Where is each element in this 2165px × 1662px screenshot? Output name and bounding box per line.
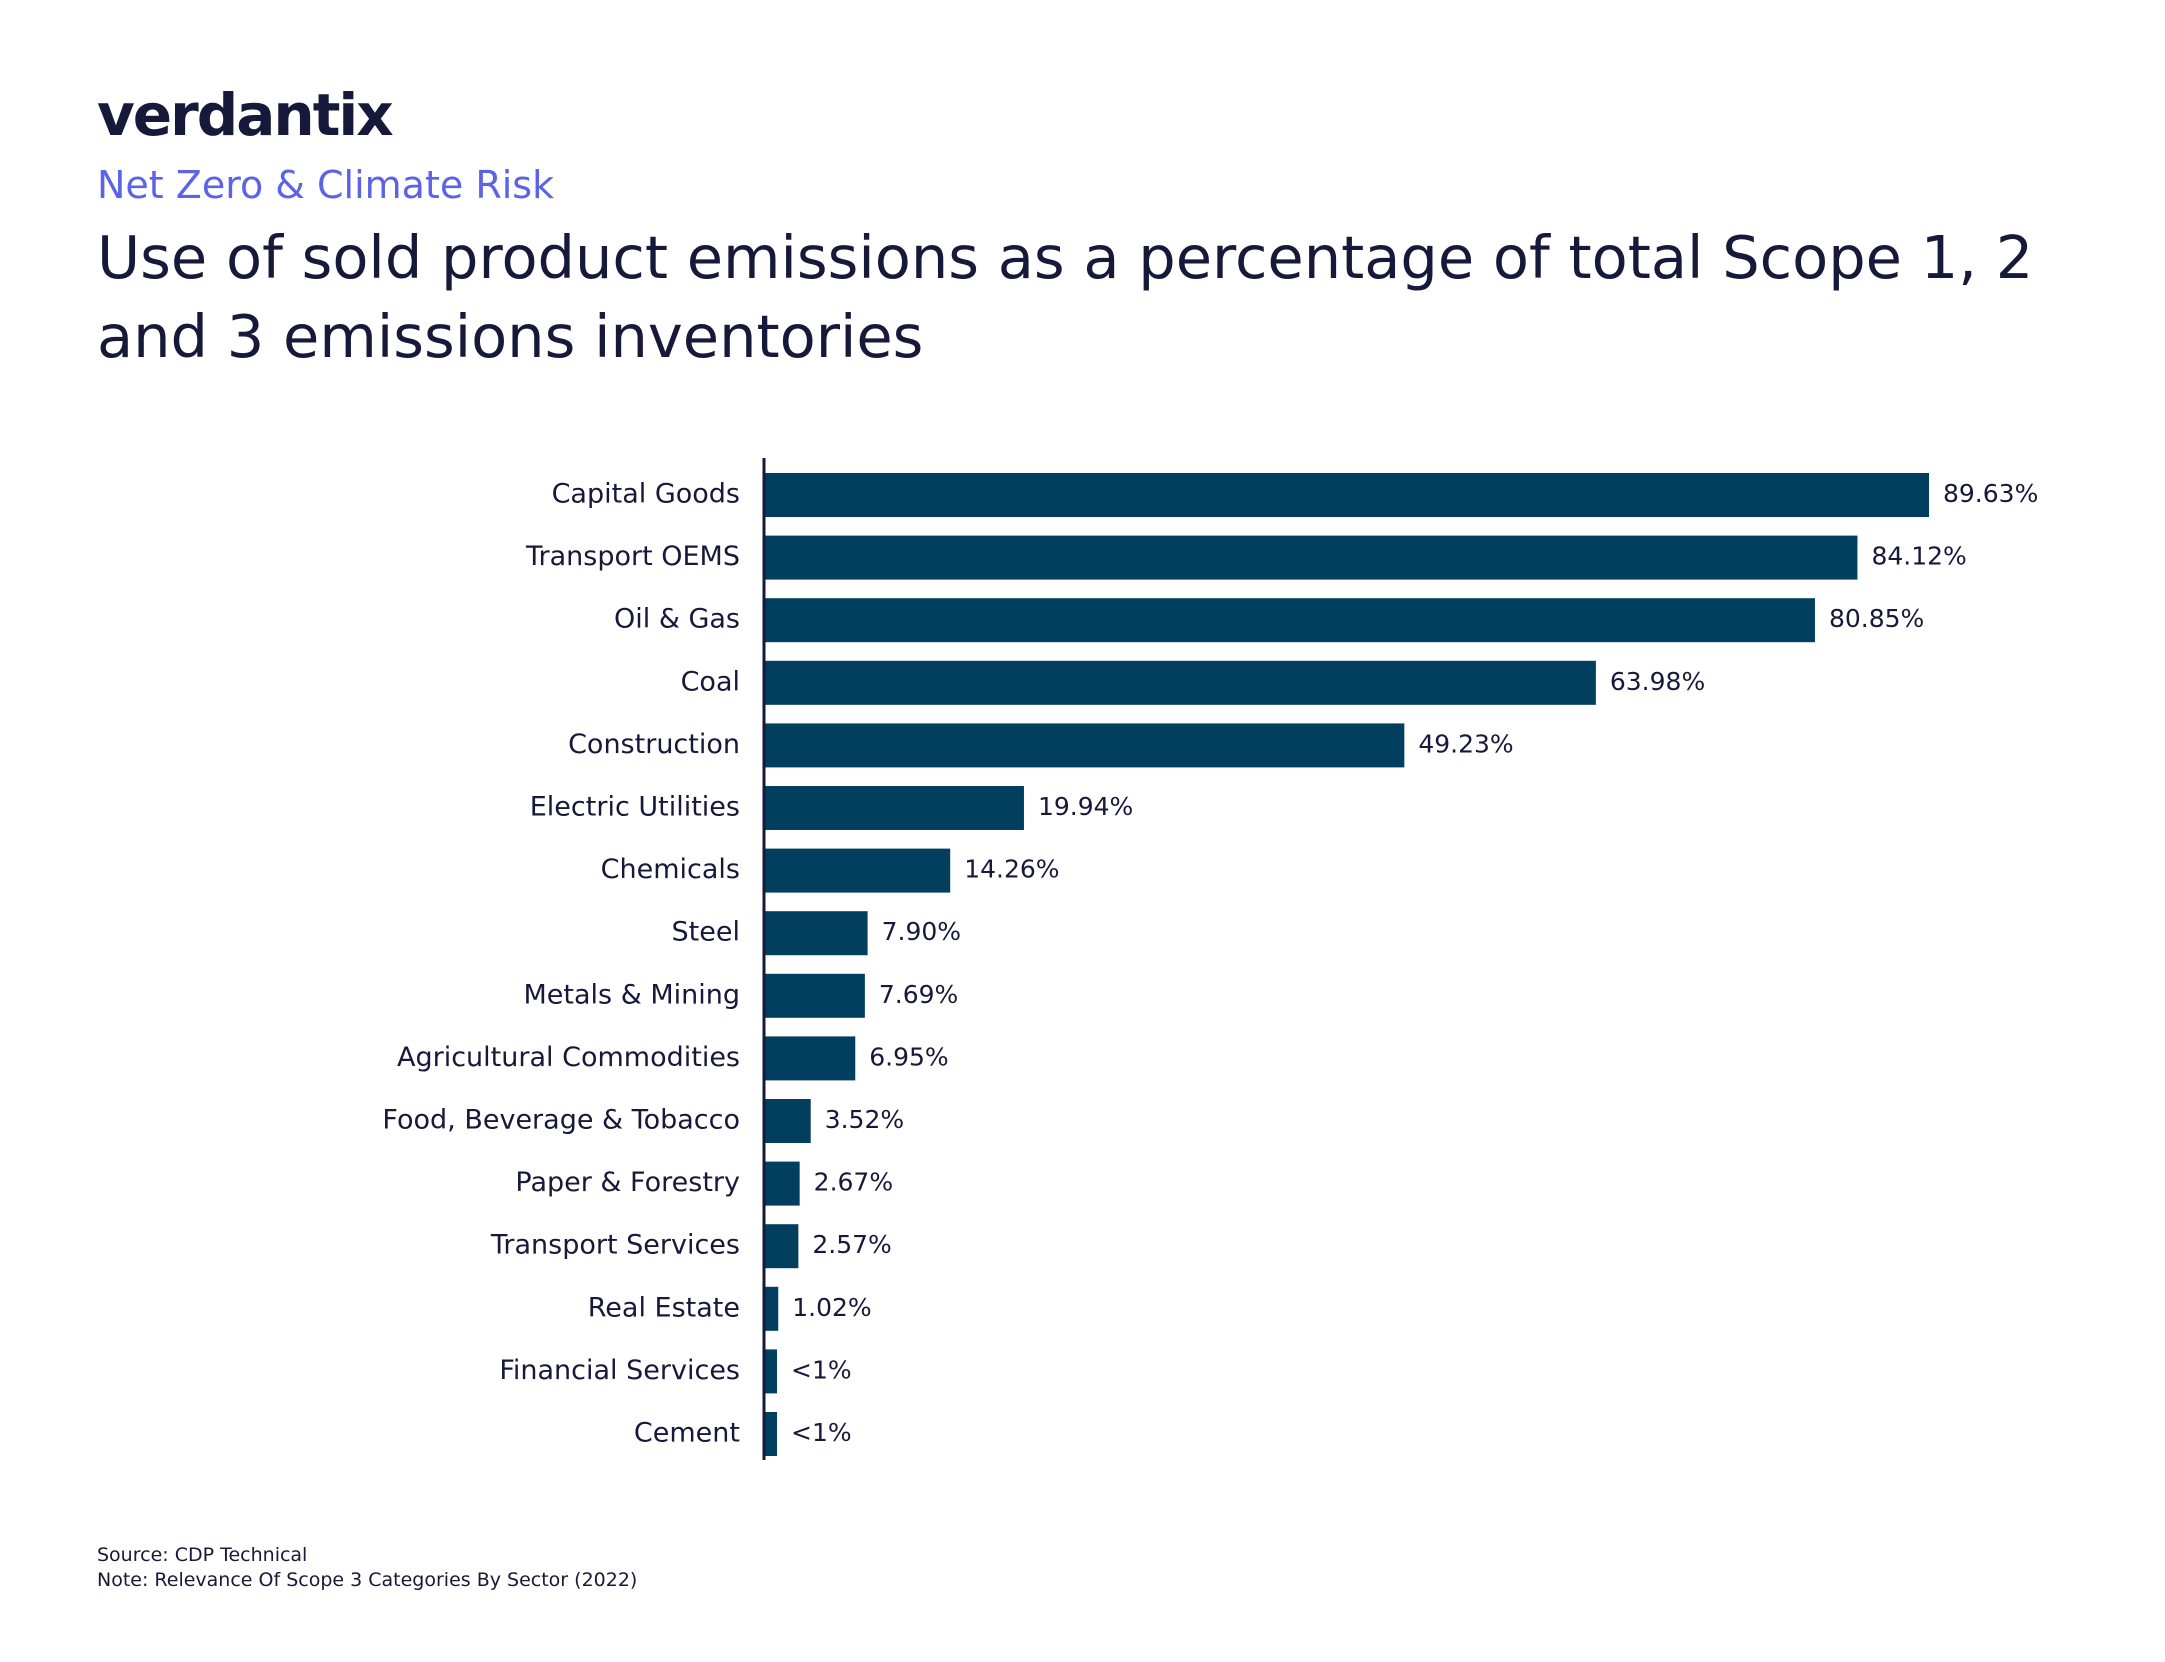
category-label: Paper & Forestry bbox=[515, 1167, 740, 1198]
category-label: Transport OEMS bbox=[525, 541, 740, 572]
category-label: Chemicals bbox=[601, 854, 740, 885]
chart-title: Use of sold product emissions as a perce… bbox=[97, 223, 2034, 371]
data-label: 2.67% bbox=[814, 1168, 893, 1197]
data-label: 7.90% bbox=[882, 917, 961, 946]
bars bbox=[765, 473, 1929, 1456]
bar bbox=[765, 1412, 777, 1456]
bar bbox=[765, 1099, 811, 1143]
bar bbox=[765, 1036, 856, 1081]
category-label: Food, Beverage & Tobacco bbox=[382, 1105, 740, 1136]
category-label: Electric Utilities bbox=[530, 792, 740, 823]
bar-chart: Capital Goods Transport OEMS Oil & Gas Coal… bbox=[382, 458, 2038, 1460]
brand-logo: verdantix bbox=[97, 81, 394, 149]
category-label: Cement bbox=[634, 1418, 740, 1449]
data-label: <1% bbox=[791, 1418, 852, 1447]
data-label: 2.57% bbox=[812, 1230, 891, 1259]
category-label: Financial Services bbox=[499, 1355, 740, 1386]
data-label: 84.12% bbox=[1871, 542, 1966, 571]
category-label: Oil & Gas bbox=[614, 604, 740, 635]
bar bbox=[765, 660, 1596, 705]
source-note: Source: CDP Technical bbox=[97, 1544, 308, 1566]
category-label: Real Estate bbox=[588, 1292, 740, 1323]
category-label: Agricultural Commodities bbox=[397, 1042, 740, 1073]
bar bbox=[765, 598, 1815, 643]
report-subtitle: Net Zero & Climate Risk bbox=[97, 163, 555, 207]
data-label: 7.69% bbox=[879, 980, 958, 1009]
category-label: Capital Goods bbox=[552, 479, 740, 510]
data-label: 49.23% bbox=[1418, 729, 1513, 758]
data-label: 3.52% bbox=[825, 1105, 904, 1134]
category-label: Metals & Mining bbox=[524, 979, 741, 1010]
category-label: Construction bbox=[568, 729, 740, 760]
bar bbox=[765, 911, 868, 956]
category-label: Coal bbox=[681, 666, 740, 697]
data-label: 14.26% bbox=[964, 855, 1059, 884]
data-label: 1.02% bbox=[792, 1293, 871, 1322]
bar bbox=[765, 473, 1929, 517]
bar bbox=[765, 535, 1858, 580]
data-labels: 89.63% 84.12% 80.85% 63.98% 49.23% 19.94% 14.2… bbox=[791, 479, 2038, 1447]
data-label: 6.95% bbox=[869, 1042, 948, 1071]
footnote: Note: Relevance Of Scope 3 Categories By… bbox=[97, 1569, 638, 1591]
category-labels: Capital Goods Transport OEMS Oil & Gas Coal… bbox=[382, 479, 740, 1449]
bar bbox=[765, 786, 1024, 830]
data-label: 80.85% bbox=[1829, 604, 1924, 633]
category-label: Steel bbox=[672, 917, 740, 948]
data-label: 89.63% bbox=[1943, 479, 2038, 508]
bar bbox=[765, 1286, 779, 1331]
bar bbox=[765, 1161, 800, 1206]
category-label: Transport Services bbox=[490, 1230, 740, 1261]
data-label: 19.94% bbox=[1038, 792, 1133, 821]
bar bbox=[765, 848, 951, 893]
bar bbox=[765, 1224, 799, 1269]
data-label: 63.98% bbox=[1610, 667, 1705, 696]
bar bbox=[765, 973, 865, 1018]
bar bbox=[765, 723, 1405, 768]
data-label: <1% bbox=[791, 1355, 852, 1384]
bar bbox=[765, 1349, 777, 1394]
